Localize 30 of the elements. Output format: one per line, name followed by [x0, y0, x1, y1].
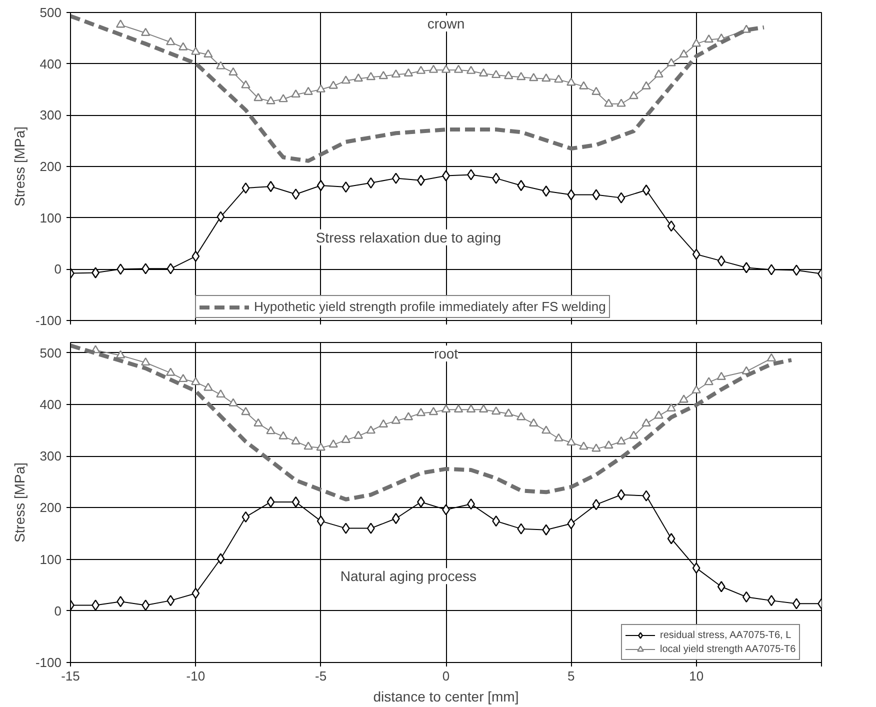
- y-tick-label: 100: [40, 552, 62, 567]
- legend-label: residual stress, AA7075-T6, L: [660, 628, 792, 642]
- x-tick-label: -5: [315, 668, 327, 684]
- y-tick-label: -100: [35, 655, 62, 670]
- y-tick-label: 100: [40, 210, 62, 226]
- y-axis-title: Stress [MPa]: [11, 126, 28, 207]
- x-tick-label: 5: [568, 668, 575, 684]
- y-tick-label: 400: [40, 396, 62, 412]
- y-tick-label: 500: [40, 345, 62, 360]
- legend-label: local yield strength AA7075-T6: [660, 642, 796, 656]
- annotation: Stress relaxation due to aging: [316, 229, 502, 246]
- x-tick-label: -10: [186, 668, 206, 684]
- y-tick-label: 300: [40, 448, 62, 464]
- y-tick-label: 200: [40, 159, 62, 174]
- y-tick-label: 500: [40, 5, 62, 20]
- annotation: Natural aging process: [340, 568, 477, 584]
- y-tick-label: 0: [54, 603, 62, 618]
- y-tick-label: -100: [35, 313, 62, 328]
- y-tick-label: 300: [40, 108, 62, 123]
- chart-title: root: [434, 346, 458, 362]
- x-tick-label: -15: [61, 668, 80, 684]
- x-axis-title: distance to center [mm]: [373, 688, 519, 704]
- x-tick-label: 0: [442, 668, 450, 684]
- y-axis-title: Stress [MPa]: [11, 462, 28, 543]
- legend-label: Hypothetic yield strength profile immediately after FS welding: [254, 299, 606, 314]
- y-tick-label: 400: [40, 56, 62, 72]
- y-tick-label: 200: [40, 500, 62, 516]
- x-tick-label: 10: [689, 668, 704, 684]
- y-tick-label: 0: [54, 262, 62, 277]
- chart-title: crown: [427, 16, 465, 32]
